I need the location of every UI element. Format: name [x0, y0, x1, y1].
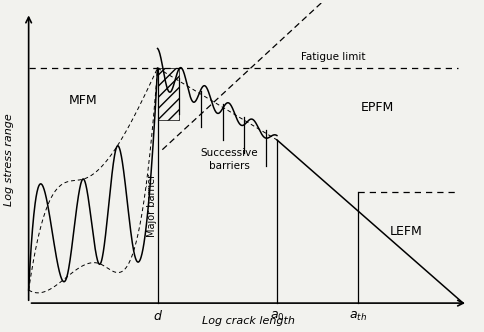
Text: $d$: $d$	[152, 309, 162, 323]
Text: MFM: MFM	[69, 94, 98, 107]
Text: $a_{th}$: $a_{th}$	[348, 310, 366, 323]
Text: LEFM: LEFM	[389, 225, 422, 238]
Text: EPFM: EPFM	[360, 101, 393, 114]
Text: Major barrier: Major barrier	[147, 174, 156, 237]
Text: $a_0$: $a_0$	[269, 310, 284, 323]
Text: Log stress range: Log stress range	[3, 113, 14, 206]
Text: Log crack length: Log crack length	[201, 316, 294, 326]
Text: Fatigue limit: Fatigue limit	[300, 51, 364, 61]
Text: Successive
barriers: Successive barriers	[200, 148, 257, 171]
